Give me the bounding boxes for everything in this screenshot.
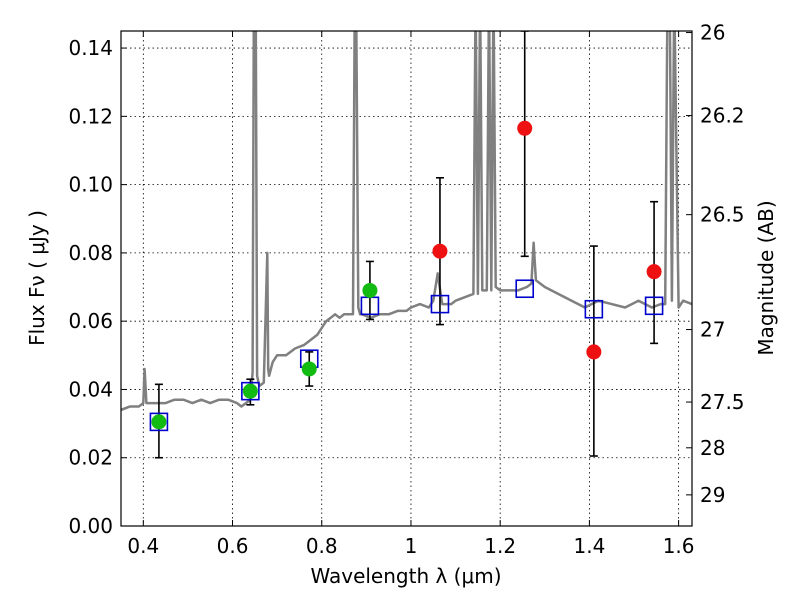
y-axis-label: Flux Fν ( μJy ) [25, 210, 49, 346]
template-spectrum-line [121, 31, 692, 412]
y-tick-label: 0.14 [68, 36, 113, 60]
magnitude-tick-label: 26.2 [700, 104, 745, 128]
detection-point-layer [151, 120, 662, 430]
magnitude-tick-label: 27.5 [700, 390, 745, 414]
x-axis-label: Wavelength λ (μm) [310, 564, 501, 588]
optical-point [301, 361, 317, 377]
infrared-point [432, 243, 448, 259]
x-tick-label: 1.2 [484, 534, 516, 558]
model-box [644, 296, 664, 316]
x-tick-label: 0.6 [217, 534, 249, 558]
model-box-layer [149, 279, 664, 432]
model-box [430, 294, 450, 314]
magnitude-tick-label: 26.5 [700, 203, 745, 227]
x-tick-label: 1.4 [573, 534, 605, 558]
infrared-point [517, 120, 533, 136]
model-box [149, 412, 169, 432]
magnitude-axis-ticks: 26 26.2 26.5 27 27.5 28 29 [686, 21, 745, 507]
y-tick-label: 0.08 [68, 241, 113, 265]
model-box [515, 279, 535, 299]
x-tick-label: 0.4 [127, 534, 159, 558]
magnitude-axis-label: Magnitude (AB) [754, 200, 778, 355]
magnitude-tick-label: 27 [700, 318, 725, 342]
y-axis-ticks: 0.00 0.02 0.04 0.06 0.08 0.10 0.12 0.14 [68, 36, 127, 538]
y-tick-label: 0.12 [68, 104, 113, 128]
y-tick-label: 0.00 [68, 514, 113, 538]
magnitude-tick-label: 29 [700, 483, 725, 507]
optical-point [151, 414, 167, 430]
y-tick-label: 0.02 [68, 446, 113, 470]
magnitude-tick-label: 28 [700, 436, 725, 460]
optical-point [362, 282, 378, 298]
infrared-point [586, 344, 602, 360]
optical-point [242, 383, 258, 399]
magnitude-tick-label: 26 [700, 21, 725, 45]
x-axis-ticks: 0.4 0.6 0.8 1 1.2 1.4 1.6 [127, 31, 695, 558]
plot-frame [120, 30, 693, 527]
y-tick-label: 0.10 [68, 173, 113, 197]
model-box [584, 299, 604, 319]
model-box [241, 381, 260, 401]
y-tick-label: 0.06 [68, 309, 113, 333]
y-tick-label: 0.04 [68, 377, 113, 401]
template-spectrum-layer [121, 31, 692, 412]
infrared-point [646, 264, 662, 280]
x-tick-label: 1 [405, 534, 418, 558]
x-tick-label: 0.8 [306, 534, 338, 558]
x-tick-label: 1.6 [663, 534, 695, 558]
